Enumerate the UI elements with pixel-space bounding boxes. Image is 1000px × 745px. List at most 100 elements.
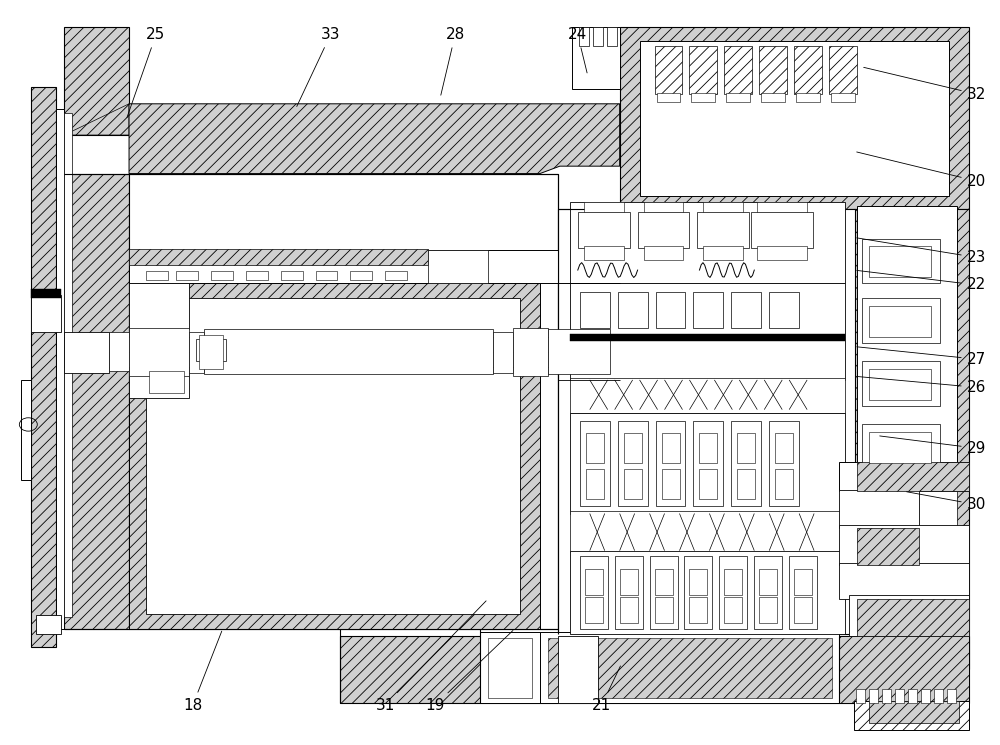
Polygon shape xyxy=(857,462,969,491)
Bar xyxy=(655,597,673,624)
Bar xyxy=(757,202,807,212)
Bar xyxy=(831,92,855,101)
Bar xyxy=(31,294,61,332)
Bar xyxy=(246,271,268,279)
Bar xyxy=(129,174,558,629)
Bar xyxy=(129,367,189,399)
Bar xyxy=(869,700,959,723)
Bar xyxy=(56,109,64,629)
Bar xyxy=(789,556,817,629)
Bar xyxy=(724,597,742,624)
Bar xyxy=(570,551,845,634)
Polygon shape xyxy=(340,636,969,703)
Bar xyxy=(691,92,715,101)
Bar xyxy=(699,469,717,498)
Bar xyxy=(586,469,604,498)
Bar xyxy=(64,337,608,367)
Bar xyxy=(385,271,407,279)
Bar xyxy=(862,425,940,469)
Bar xyxy=(480,633,540,703)
Bar xyxy=(775,469,793,498)
Bar xyxy=(176,271,198,279)
Bar xyxy=(862,361,940,406)
Bar xyxy=(754,556,782,629)
Bar xyxy=(737,434,755,463)
Bar xyxy=(869,369,931,400)
Bar xyxy=(146,298,520,614)
Polygon shape xyxy=(854,209,969,670)
Bar xyxy=(761,92,785,101)
Bar xyxy=(769,421,799,506)
Bar xyxy=(751,212,813,248)
Text: 20: 20 xyxy=(857,152,986,188)
Bar xyxy=(580,556,608,629)
Bar xyxy=(656,292,685,328)
Bar xyxy=(857,206,957,472)
Bar xyxy=(570,378,845,413)
Bar xyxy=(579,28,589,46)
Bar xyxy=(759,569,777,595)
Bar xyxy=(703,247,743,260)
Bar xyxy=(689,569,707,595)
Polygon shape xyxy=(857,528,919,565)
Bar xyxy=(869,689,878,703)
Text: 19: 19 xyxy=(425,630,513,712)
Bar xyxy=(849,595,969,636)
Text: 32: 32 xyxy=(864,67,986,101)
Bar xyxy=(620,569,638,595)
Bar xyxy=(719,556,747,629)
Bar xyxy=(757,247,807,260)
Bar xyxy=(794,46,822,94)
Bar xyxy=(428,250,488,283)
Polygon shape xyxy=(839,462,969,491)
Bar xyxy=(794,597,812,624)
Bar xyxy=(861,218,957,664)
Text: 29: 29 xyxy=(880,436,986,456)
Text: 30: 30 xyxy=(907,492,986,512)
Text: 18: 18 xyxy=(183,631,222,712)
Bar xyxy=(862,239,940,283)
Bar xyxy=(895,689,904,703)
Bar xyxy=(862,298,940,343)
Text: 22: 22 xyxy=(857,270,986,293)
Bar xyxy=(615,556,643,629)
Bar xyxy=(769,292,799,328)
Bar xyxy=(204,329,493,374)
Bar xyxy=(921,689,930,703)
Bar xyxy=(656,421,685,506)
Bar xyxy=(908,689,917,703)
Bar xyxy=(570,413,845,513)
Bar xyxy=(570,334,845,341)
Bar xyxy=(607,28,617,46)
Bar xyxy=(699,434,717,463)
Text: 24: 24 xyxy=(568,28,587,73)
Bar xyxy=(640,42,949,196)
Polygon shape xyxy=(64,174,129,629)
Bar xyxy=(580,292,610,328)
Bar xyxy=(540,633,839,703)
Bar xyxy=(281,271,303,279)
Bar xyxy=(726,92,750,101)
Bar xyxy=(829,46,857,94)
Bar xyxy=(737,469,755,498)
Polygon shape xyxy=(31,86,56,647)
Bar xyxy=(570,283,845,380)
Bar xyxy=(578,212,630,248)
Bar xyxy=(775,434,793,463)
Bar xyxy=(693,292,723,328)
Polygon shape xyxy=(64,28,620,135)
Bar xyxy=(211,271,233,279)
Bar xyxy=(697,212,749,248)
Bar xyxy=(624,469,642,498)
Bar xyxy=(869,432,931,463)
Bar xyxy=(869,247,931,277)
Bar xyxy=(854,700,969,730)
Text: 25: 25 xyxy=(127,28,166,118)
Text: 33: 33 xyxy=(297,28,340,107)
Bar xyxy=(64,332,109,372)
Bar xyxy=(731,292,761,328)
Bar xyxy=(794,569,812,595)
Polygon shape xyxy=(857,599,969,636)
Bar xyxy=(882,689,891,703)
Bar xyxy=(109,332,129,371)
